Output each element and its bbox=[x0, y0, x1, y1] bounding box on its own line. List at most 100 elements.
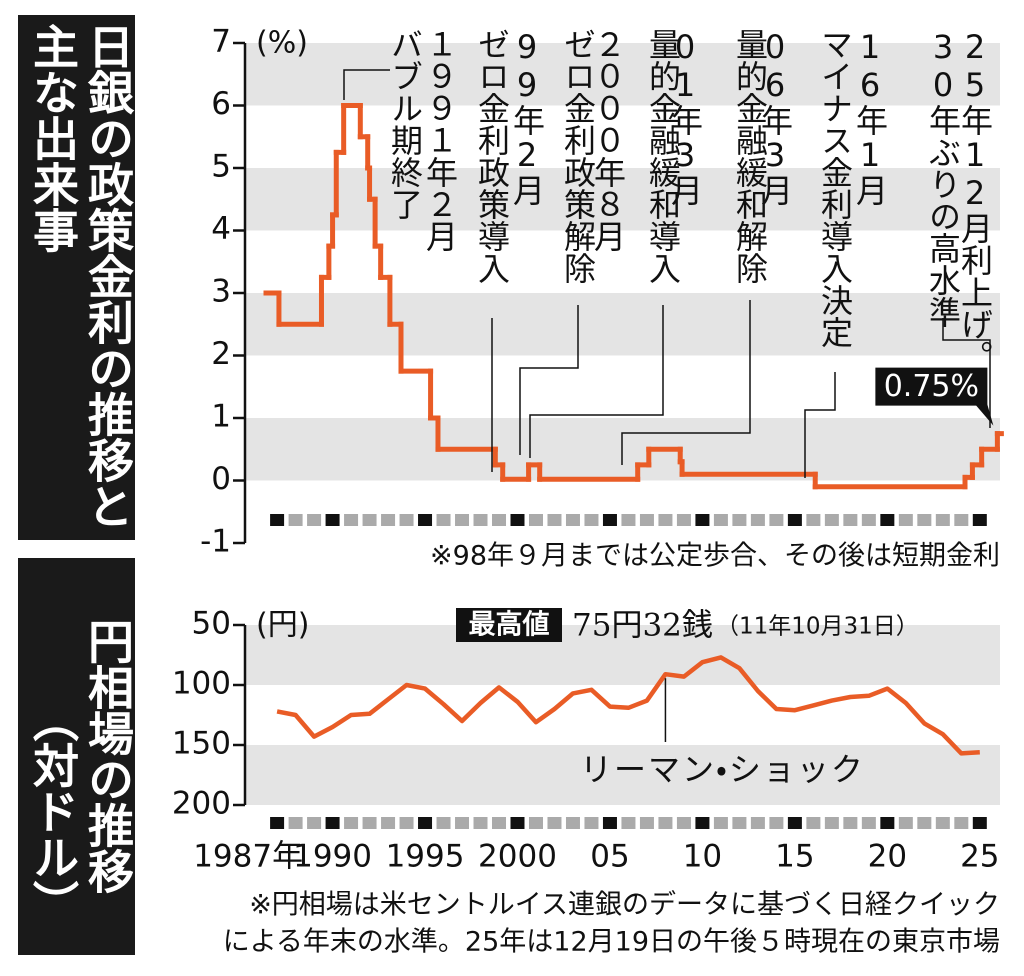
year-mark bbox=[362, 514, 377, 526]
note: による年末の水準。25年は12月19日の午後５時現在の東京市場 bbox=[223, 927, 1000, 958]
x-tick-label: 10 bbox=[683, 839, 722, 875]
leader-line bbox=[942, 318, 991, 428]
year-mark bbox=[935, 817, 950, 829]
year-mark bbox=[806, 514, 821, 526]
badge-box bbox=[456, 608, 562, 642]
x-tick bbox=[510, 514, 525, 526]
leader-line bbox=[519, 305, 579, 455]
year-mark bbox=[658, 514, 673, 526]
year-mark bbox=[824, 514, 839, 526]
year-mark bbox=[713, 817, 728, 829]
y-unit: (%) bbox=[256, 26, 308, 61]
annotation-text: 量的金融緩和解除 bbox=[731, 28, 769, 284]
x-tick bbox=[602, 817, 617, 829]
note: ※円相場は米セントルイス連銀のデータに基づく日経クイック bbox=[249, 890, 1000, 921]
year-mark bbox=[473, 817, 488, 829]
x-tick-label: 1995 bbox=[386, 839, 465, 875]
year-mark bbox=[455, 817, 470, 829]
year-mark bbox=[639, 817, 654, 829]
y-tick-label: 4 bbox=[211, 211, 231, 247]
year-mark bbox=[492, 817, 507, 829]
year-mark bbox=[769, 817, 784, 829]
annotation-text: バブル期終了 bbox=[386, 28, 424, 220]
annotation-text: 25年12月利上げ。 bbox=[956, 28, 994, 372]
y-tick-label: -1 bbox=[200, 524, 231, 560]
year-mark bbox=[344, 817, 359, 829]
year-mark bbox=[621, 514, 636, 526]
year-mark bbox=[492, 514, 507, 526]
year-mark bbox=[769, 514, 784, 526]
year-mark bbox=[732, 817, 747, 829]
y-tick-label: 100 bbox=[172, 666, 231, 702]
annotation-text: 01年3月 bbox=[666, 28, 704, 206]
year-mark bbox=[954, 817, 969, 829]
leader-line bbox=[804, 372, 836, 478]
year-mark bbox=[528, 817, 543, 829]
x-tick-label: 2000 bbox=[478, 839, 557, 875]
year-mark bbox=[436, 514, 451, 526]
x-tick bbox=[602, 514, 617, 526]
note: ※98年９月までは公定歩合、その後は短期金利 bbox=[430, 541, 1000, 572]
peak-value: 75円32銭 bbox=[572, 608, 713, 644]
y-tick-label: 7 bbox=[211, 24, 231, 60]
y-tick-label: 200 bbox=[172, 786, 231, 822]
event-label: リーマン・ショック bbox=[580, 751, 865, 789]
year-mark bbox=[639, 514, 654, 526]
year-mark bbox=[547, 817, 562, 829]
peak-date: （11年10月31日） bbox=[716, 614, 919, 640]
x-tick-label: 05 bbox=[590, 839, 629, 875]
side-subtitle: （対ドル） bbox=[26, 696, 80, 926]
year-mark bbox=[565, 514, 580, 526]
y-tick-label: 1 bbox=[211, 399, 231, 435]
year-mark bbox=[898, 817, 913, 829]
annotation-text: １９９１年２月 bbox=[421, 28, 459, 252]
x-tick-label: 25 bbox=[960, 839, 999, 875]
callout-box bbox=[875, 367, 988, 406]
y-tick-label: 150 bbox=[172, 726, 231, 762]
y-tick-label: 6 bbox=[211, 86, 231, 122]
y-tick-label: 50 bbox=[192, 606, 231, 642]
x-tick bbox=[325, 514, 340, 526]
year-mark bbox=[917, 514, 932, 526]
year-mark bbox=[399, 514, 414, 526]
year-mark bbox=[750, 514, 765, 526]
annotation-text: 99年2月 bbox=[508, 28, 546, 206]
year-mark bbox=[898, 514, 913, 526]
year-mark bbox=[288, 514, 303, 526]
annotation-text: ゼロ金利政策解除 bbox=[559, 28, 597, 284]
line bbox=[276, 655, 980, 756]
y-unit: (円) bbox=[256, 608, 309, 643]
x-tick bbox=[510, 817, 525, 829]
value-label: 0.75% bbox=[884, 369, 979, 404]
annotation-text: マイナス金利導入決定 bbox=[816, 28, 854, 348]
y-tick-label: 5 bbox=[211, 149, 231, 185]
year-mark bbox=[750, 817, 765, 829]
x-tick bbox=[787, 817, 802, 829]
year-mark bbox=[547, 514, 562, 526]
year-mark bbox=[528, 514, 543, 526]
callout-pointer bbox=[975, 404, 994, 426]
annotation-text: 量的金融緩和導入 bbox=[644, 28, 682, 284]
x-tick-label: 1987年 bbox=[193, 839, 303, 875]
year-mark bbox=[473, 514, 488, 526]
x-tick bbox=[418, 514, 433, 526]
year-mark bbox=[843, 817, 858, 829]
side-title: 日銀の政策金利の推移と主な出来事 bbox=[18, 15, 135, 540]
annotation-text: ゼロ金利政策導入 bbox=[473, 28, 511, 284]
year-mark bbox=[917, 817, 932, 829]
annotation-text: 16年1月 bbox=[851, 28, 889, 206]
x-tick bbox=[695, 514, 710, 526]
grid-band bbox=[245, 43, 1000, 106]
x-tick-label: 20 bbox=[868, 839, 907, 875]
x-tick bbox=[418, 817, 433, 829]
x-tick-label: 1990 bbox=[293, 839, 372, 875]
leader-line bbox=[529, 305, 664, 458]
year-mark bbox=[381, 817, 396, 829]
y-tick-label: 2 bbox=[211, 336, 231, 372]
side-title: 円相場の推移 bbox=[81, 618, 135, 894]
x-tick bbox=[880, 514, 895, 526]
year-mark bbox=[399, 817, 414, 829]
year-mark bbox=[861, 514, 876, 526]
